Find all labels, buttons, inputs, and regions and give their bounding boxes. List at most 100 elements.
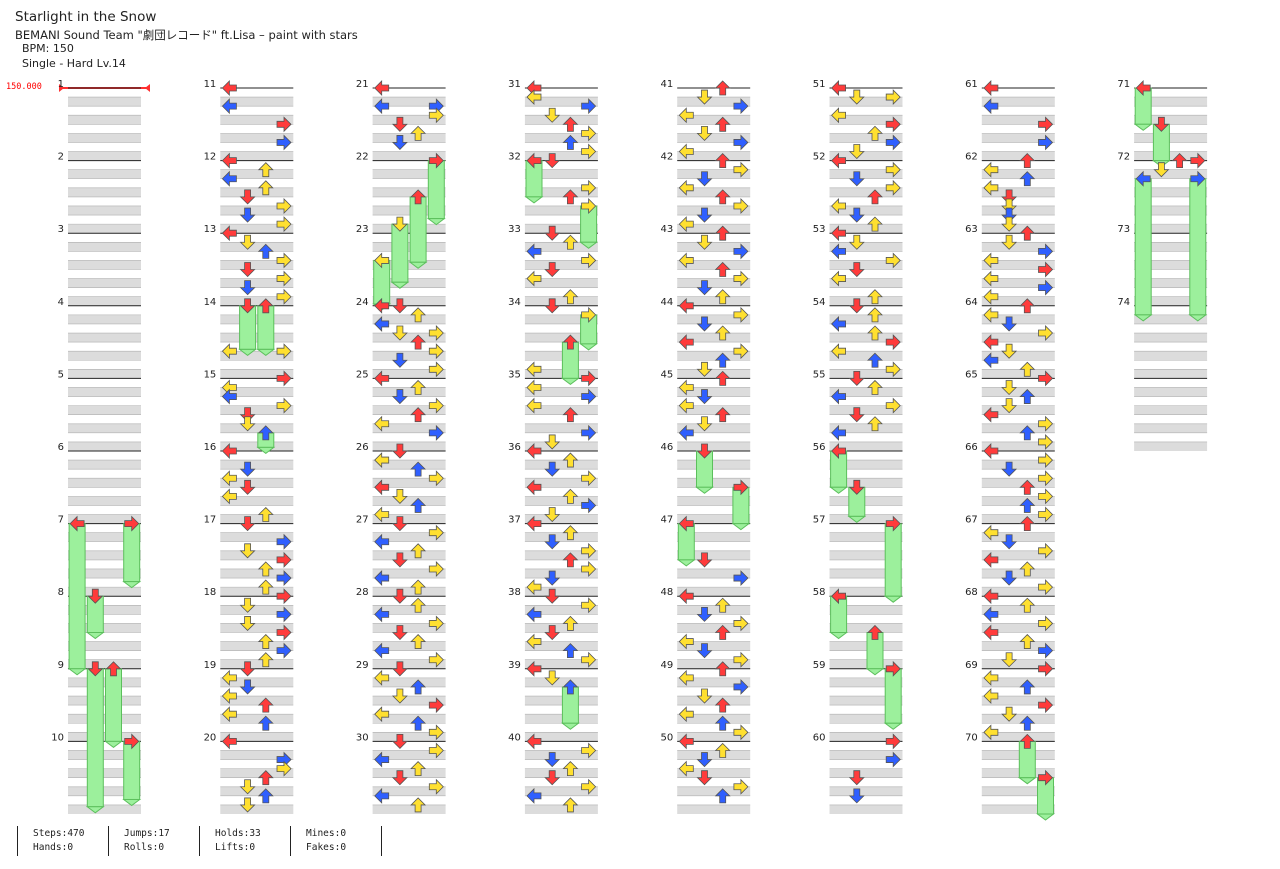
- step-arrow: [391, 352, 408, 368]
- step-arrow: [257, 243, 274, 259]
- beat-band: [981, 260, 1055, 270]
- beat-band: [372, 224, 446, 234]
- beat-band: [220, 423, 294, 433]
- stat-holds: Holds:33: [215, 828, 261, 839]
- step-arrow: [239, 407, 256, 423]
- beat-band: [524, 423, 598, 433]
- step-arrow: [983, 606, 999, 623]
- step-arrow: [428, 524, 444, 541]
- step-arrow: [983, 724, 999, 741]
- step-arrow: [1019, 153, 1036, 169]
- step-arrow: [867, 325, 883, 341]
- step-arrow: [239, 679, 256, 695]
- step-arrow: [544, 262, 561, 278]
- beat-band: [220, 568, 294, 579]
- step-arrow: [696, 234, 713, 250]
- measure-number: 60: [813, 732, 826, 743]
- step-arrow: [714, 370, 731, 386]
- beat-band: [677, 532, 751, 542]
- beat-band: [677, 677, 751, 687]
- hold-body: [68, 523, 86, 670]
- step-arrow: [562, 407, 579, 423]
- step-arrow: [410, 497, 427, 513]
- beat-band: [524, 242, 598, 252]
- measure-number: 42: [660, 152, 673, 163]
- step-arrow: [428, 424, 444, 441]
- step-arrow: [831, 424, 846, 441]
- step-arrow: [885, 751, 901, 768]
- step-arrow: [983, 669, 999, 686]
- beat-band: [68, 151, 141, 161]
- beat-band: [220, 478, 294, 488]
- measure-number: 32: [508, 152, 521, 163]
- beat-band: [372, 750, 446, 760]
- beat-band: [220, 605, 294, 615]
- step-arrow: [374, 479, 390, 496]
- bpm-change-marker-left: [59, 84, 64, 92]
- step-arrow: [696, 688, 713, 704]
- hold-tail: [426, 218, 446, 226]
- measure: [524, 232, 598, 306]
- step-arrow: [1038, 415, 1054, 432]
- beat-band: [524, 187, 598, 197]
- beat-band: [981, 423, 1055, 433]
- hold-tail: [695, 486, 714, 494]
- beat-band: [68, 187, 141, 197]
- measure: [677, 160, 751, 234]
- step-arrow: [1019, 425, 1036, 441]
- beat-band: [677, 151, 751, 161]
- step-arrow: [831, 343, 846, 360]
- beat-band: [829, 478, 903, 488]
- step-arrow: [848, 407, 865, 423]
- measure-number: 69: [965, 660, 978, 671]
- beat-band: [981, 387, 1055, 397]
- measure-number: 68: [965, 587, 978, 598]
- beat-band: [677, 605, 751, 615]
- measure-number: 52: [813, 152, 826, 163]
- beat-band: [372, 532, 446, 542]
- step-arrow: [124, 515, 140, 532]
- measure: [677, 87, 751, 161]
- beat-band: [68, 659, 141, 669]
- step-arrow: [733, 343, 749, 360]
- step-arrow: [678, 633, 694, 650]
- step-arrow: [526, 270, 542, 287]
- measure: [68, 305, 141, 379]
- step-arrow: [581, 651, 597, 668]
- step-arrow: [885, 660, 901, 677]
- beat-band: [677, 641, 751, 651]
- measure: [372, 668, 446, 742]
- step-arrow: [239, 661, 256, 677]
- step-arrow: [410, 715, 427, 731]
- step-arrow: [848, 262, 865, 278]
- step-arrow: [714, 261, 731, 277]
- step-arrow: [1019, 171, 1036, 187]
- beat-band: [677, 405, 751, 415]
- beat-band: [524, 496, 598, 506]
- step-arrow: [276, 624, 292, 641]
- beat-band: [677, 169, 751, 179]
- step-arrow: [562, 488, 579, 504]
- step-arrow: [867, 379, 883, 395]
- beat-band: [677, 550, 751, 560]
- step-arrow: [885, 733, 901, 750]
- stats-end-divider: [381, 826, 382, 856]
- step-arrow: [544, 507, 561, 523]
- measure-number: 55: [813, 369, 826, 380]
- step-arrow: [733, 724, 749, 741]
- beat-band: [220, 659, 294, 669]
- step-arrow: [983, 624, 999, 641]
- measure-number: 43: [660, 224, 673, 235]
- step-arrow: [544, 570, 561, 586]
- step-arrow: [410, 307, 427, 323]
- beat-band: [829, 696, 903, 706]
- step-arrow: [885, 89, 901, 106]
- beat-band: [981, 623, 1055, 633]
- step-arrow: [239, 280, 256, 296]
- beat-band: [524, 115, 598, 125]
- beat-band: [1134, 242, 1208, 252]
- beat-band: [829, 205, 903, 216]
- measure: [981, 450, 1055, 524]
- step-arrow: [696, 89, 713, 105]
- beat-band: [524, 151, 598, 161]
